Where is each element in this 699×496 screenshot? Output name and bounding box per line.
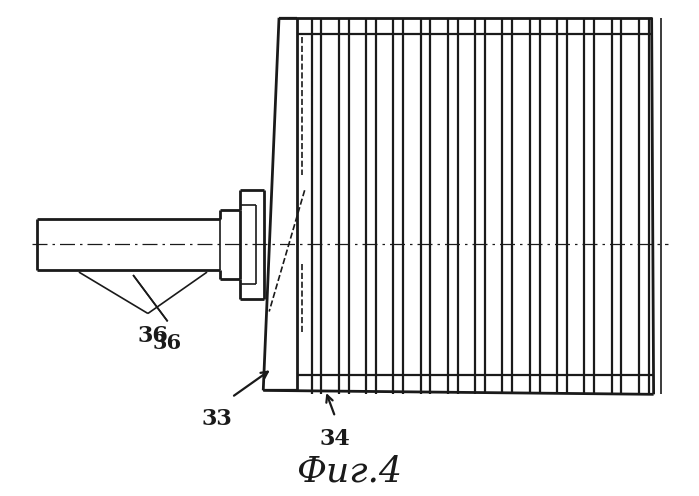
Text: 34: 34 xyxy=(320,428,351,450)
Text: 36: 36 xyxy=(153,333,182,353)
Text: Фиг.4: Фиг.4 xyxy=(296,454,402,489)
Text: 36: 36 xyxy=(138,325,168,347)
Text: 33: 33 xyxy=(201,408,232,430)
